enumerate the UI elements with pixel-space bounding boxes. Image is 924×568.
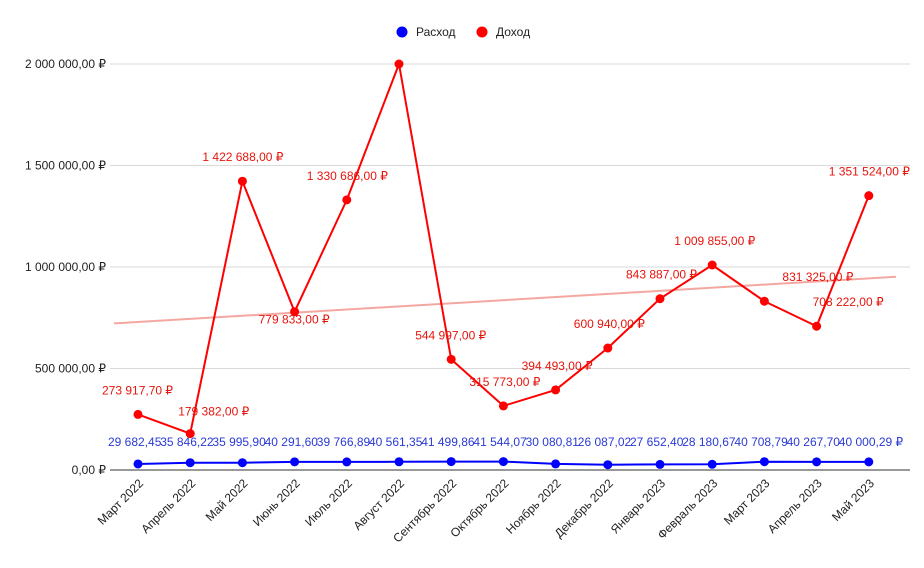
data-point[interactable] [446, 354, 456, 364]
data-label: 28 180,67 [682, 435, 736, 449]
data-label: 26 087,02 [578, 435, 632, 449]
data-point[interactable] [394, 457, 404, 467]
data-label: 273 917,70 ₽ [102, 383, 173, 397]
data-point[interactable] [603, 460, 613, 470]
data-point[interactable] [133, 459, 143, 469]
data-label: 35 995,90 [212, 435, 266, 449]
data-label: 1 351 524,00 ₽ [829, 165, 910, 179]
data-point[interactable] [603, 343, 613, 353]
data-label: 39 766,89 [317, 435, 371, 449]
y-tick-label: 2 000 000,00 ₽ [25, 57, 106, 71]
data-label: 1 422 688,00 ₽ [202, 150, 283, 164]
data-point[interactable] [290, 457, 300, 467]
data-point[interactable] [133, 409, 143, 419]
series-group [133, 59, 874, 470]
x-tick-label: Март 2023 [721, 476, 773, 528]
data-point[interactable] [551, 459, 561, 469]
data-label: 394 493,00 ₽ [522, 359, 593, 373]
data-point[interactable] [237, 458, 247, 468]
data-label: 1 330 686,00 ₽ [307, 169, 388, 183]
x-tick-label: Апрель 2023 [765, 476, 825, 536]
data-point[interactable] [498, 401, 508, 411]
data-point[interactable] [864, 191, 874, 201]
data-label: 30 080,81 [526, 435, 580, 449]
data-label: 35 846,22 [160, 435, 214, 449]
trendline [113, 275, 897, 325]
data-point[interactable] [394, 59, 404, 69]
data-point[interactable] [185, 458, 195, 468]
data-point[interactable] [342, 195, 352, 205]
data-label: 27 652,40 [630, 435, 684, 449]
data-label: 29 682,45 [108, 435, 162, 449]
data-point[interactable] [812, 321, 822, 331]
data-point[interactable] [498, 457, 508, 467]
data-label: 1 009 855,00 ₽ [674, 234, 755, 248]
x-tick-label: Апрель 2022 [138, 476, 198, 536]
gridlines [110, 63, 910, 471]
data-label: 600 940,00 ₽ [574, 317, 645, 331]
x-tick-label: Июль 2022 [302, 476, 355, 529]
legend-label[interactable]: Расход [416, 25, 456, 39]
data-point[interactable] [812, 457, 822, 467]
data-point[interactable] [707, 459, 717, 469]
y-tick-label: 1 000 000,00 ₽ [25, 260, 106, 274]
data-label: 40 267,70 [787, 435, 841, 449]
y-tick-label: 1 500 000,00 ₽ [25, 159, 106, 173]
data-label: 41 544,07 [473, 435, 527, 449]
data-label: 315 773,00 ₽ [469, 375, 540, 389]
data-label: 179 382,00 ₽ [178, 405, 249, 419]
x-tick-label: Март 2022 [95, 476, 147, 528]
data-label: 708 222,00 ₽ [813, 295, 884, 309]
y-axis: 0,00 ₽ 500 000,00 ₽ 1 000 000,00 ₽ 1 500 00… [25, 57, 106, 477]
data-label: 779 833,00 ₽ [259, 313, 330, 327]
data-label: 40 561,35 [369, 435, 423, 449]
data-label: 40 708,79 [734, 435, 788, 449]
data-point[interactable] [655, 294, 665, 304]
x-tick-label: Май 2022 [203, 476, 251, 524]
data-point[interactable] [342, 457, 352, 467]
data-label: 40 000,29 ₽ [839, 435, 904, 449]
data-point[interactable] [759, 296, 769, 306]
y-tick-label: 500 000,00 ₽ [35, 362, 106, 376]
data-point[interactable] [446, 457, 456, 467]
data-point[interactable] [655, 459, 665, 469]
x-tick-label: Август 2022 [350, 476, 407, 533]
trendline-income [113, 275, 897, 325]
x-tick-label: Июнь 2022 [250, 476, 303, 529]
data-label: 843 887,00 ₽ [626, 268, 697, 282]
data-point[interactable] [759, 457, 769, 467]
legend-label[interactable]: Доход [496, 25, 530, 39]
data-point[interactable] [290, 307, 300, 317]
data-point[interactable] [864, 457, 874, 467]
data-label: 41 499,86 [421, 435, 475, 449]
y-tick-label: 0,00 ₽ [72, 463, 107, 477]
data-label: 544 997,00 ₽ [415, 328, 486, 342]
x-tick-label: Май 2023 [829, 476, 877, 524]
legend-marker [396, 26, 408, 38]
legend-marker [476, 26, 488, 38]
data-point[interactable] [185, 429, 195, 439]
data-point[interactable] [707, 260, 717, 270]
data-point[interactable] [237, 176, 247, 186]
legend[interactable]: Расход Доход [396, 25, 531, 39]
data-point[interactable] [551, 385, 561, 395]
data-label: 40 291,60 [265, 435, 319, 449]
data-label: 831 325,00 ₽ [782, 270, 853, 284]
